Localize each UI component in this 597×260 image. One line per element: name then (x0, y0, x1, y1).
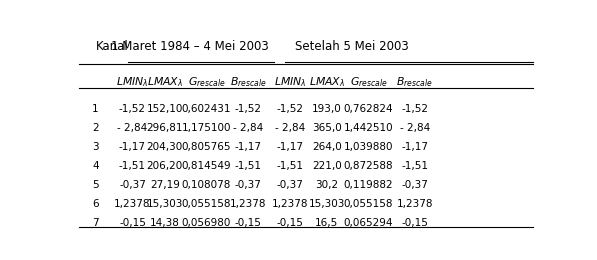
Text: 0,065294: 0,065294 (344, 218, 393, 228)
Text: -0,37: -0,37 (119, 180, 146, 190)
Text: 0,814549: 0,814549 (181, 161, 231, 171)
Text: -1,52: -1,52 (401, 104, 428, 114)
Text: 1,442510: 1,442510 (344, 123, 393, 133)
Text: 193,0: 193,0 (312, 104, 341, 114)
Text: - 2,84: - 2,84 (399, 123, 430, 133)
Text: 0,602431: 0,602431 (181, 104, 231, 114)
Text: 264,0: 264,0 (312, 142, 341, 152)
Text: 1 Maret 1984 – 4 Mei 2003: 1 Maret 1984 – 4 Mei 2003 (112, 40, 269, 53)
Text: -1,17: -1,17 (119, 142, 146, 152)
Text: $\mathit{B}_{rescale}$: $\mathit{B}_{rescale}$ (230, 75, 266, 89)
Text: $\mathit{B}_{rescale}$: $\mathit{B}_{rescale}$ (396, 75, 433, 89)
Text: 204,30: 204,30 (147, 142, 183, 152)
Text: 1,2378: 1,2378 (396, 199, 433, 209)
Text: 0,805765: 0,805765 (181, 142, 231, 152)
Text: $\mathit{LMIN}_{\lambda}$: $\mathit{LMIN}_{\lambda}$ (273, 75, 306, 89)
Text: -1,52: -1,52 (119, 104, 146, 114)
Text: - 2,84: - 2,84 (275, 123, 305, 133)
Text: -1,52: -1,52 (235, 104, 261, 114)
Text: 1,2378: 1,2378 (230, 199, 266, 209)
Text: 16,5: 16,5 (315, 218, 338, 228)
Text: 7: 7 (92, 218, 99, 228)
Text: 15,303: 15,303 (147, 199, 183, 209)
Text: 1: 1 (92, 104, 99, 114)
Text: -1,17: -1,17 (235, 142, 261, 152)
Text: -1,17: -1,17 (401, 142, 428, 152)
Text: -1,17: -1,17 (276, 142, 303, 152)
Text: $\mathit{G}_{rescale}$: $\mathit{G}_{rescale}$ (350, 75, 387, 89)
Text: 0,108078: 0,108078 (182, 180, 231, 190)
Text: 30,2: 30,2 (315, 180, 338, 190)
Text: 0,055158: 0,055158 (344, 199, 393, 209)
Text: 6: 6 (92, 199, 99, 209)
Text: 0,119882: 0,119882 (344, 180, 393, 190)
Text: -0,15: -0,15 (235, 218, 261, 228)
Text: $\mathit{LMAX}_{\lambda}$: $\mathit{LMAX}_{\lambda}$ (309, 75, 345, 89)
Text: 14,38: 14,38 (150, 218, 180, 228)
Text: 2: 2 (92, 123, 99, 133)
Text: Setelah 5 Mei 2003: Setelah 5 Mei 2003 (296, 40, 409, 53)
Text: 1,039880: 1,039880 (344, 142, 393, 152)
Text: 0,872588: 0,872588 (344, 161, 393, 171)
Text: 1,175100: 1,175100 (181, 123, 231, 133)
Text: -0,37: -0,37 (401, 180, 428, 190)
Text: 221,0: 221,0 (312, 161, 341, 171)
Text: 296,81: 296,81 (147, 123, 183, 133)
Text: -0,37: -0,37 (276, 180, 303, 190)
Text: $\mathit{LMIN}_{\lambda}$: $\mathit{LMIN}_{\lambda}$ (116, 75, 149, 89)
Text: - 2,84: - 2,84 (233, 123, 263, 133)
Text: 1,2378: 1,2378 (272, 199, 308, 209)
Text: -1,51: -1,51 (401, 161, 428, 171)
Text: $\mathit{G}_{rescale}$: $\mathit{G}_{rescale}$ (187, 75, 225, 89)
Text: 0,055158: 0,055158 (181, 199, 231, 209)
Text: -1,52: -1,52 (276, 104, 303, 114)
Text: - 2,84: - 2,84 (118, 123, 147, 133)
Text: 206,20: 206,20 (147, 161, 183, 171)
Text: 4: 4 (92, 161, 99, 171)
Text: -0,15: -0,15 (401, 218, 428, 228)
Text: -1,51: -1,51 (276, 161, 303, 171)
Text: 0,762824: 0,762824 (344, 104, 393, 114)
Text: 15,303: 15,303 (309, 199, 345, 209)
Text: -0,15: -0,15 (276, 218, 303, 228)
Text: 1,2378: 1,2378 (114, 199, 150, 209)
Text: -0,37: -0,37 (235, 180, 261, 190)
Text: 5: 5 (92, 180, 99, 190)
Text: 0,056980: 0,056980 (182, 218, 231, 228)
Text: $\mathit{LMAX}_{\lambda}$: $\mathit{LMAX}_{\lambda}$ (147, 75, 183, 89)
Text: -1,51: -1,51 (235, 161, 261, 171)
Text: 152,10: 152,10 (147, 104, 183, 114)
Text: 365,0: 365,0 (312, 123, 341, 133)
Text: -1,51: -1,51 (119, 161, 146, 171)
Text: -0,15: -0,15 (119, 218, 146, 228)
Text: 3: 3 (92, 142, 99, 152)
Text: Kanal: Kanal (96, 40, 128, 53)
Text: 27,19: 27,19 (150, 180, 180, 190)
